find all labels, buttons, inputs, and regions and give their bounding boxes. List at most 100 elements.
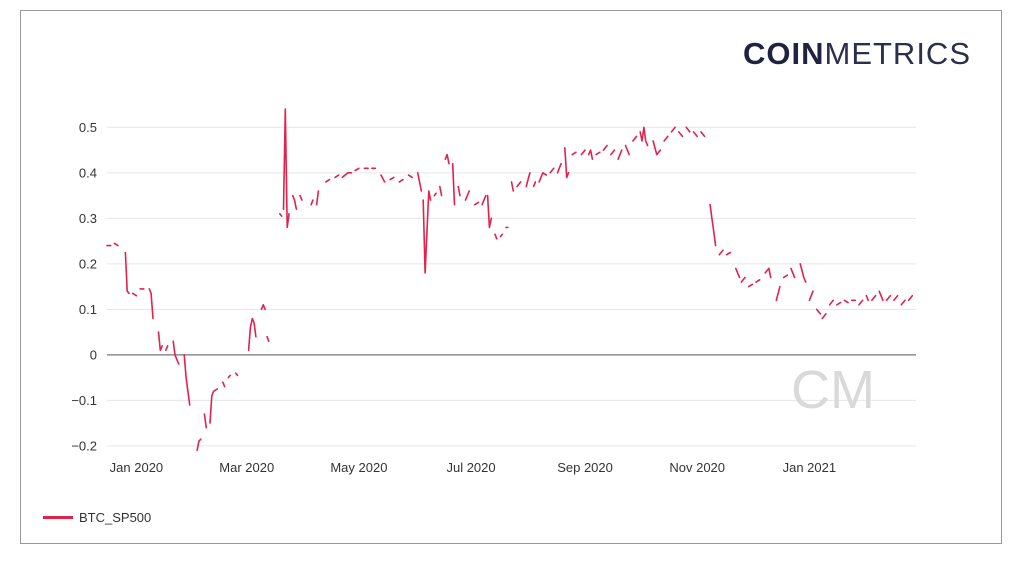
series-line-segment (196, 438, 202, 452)
y-tick-label: 0.1 (79, 302, 97, 317)
series-line-segment (734, 267, 741, 279)
series-line-segment (451, 162, 456, 206)
chart-frame (20, 10, 1002, 544)
series-line-segment (532, 181, 537, 188)
series-line-segment (438, 185, 443, 197)
series-line-segment (299, 194, 303, 201)
series-line-segment (416, 172, 423, 192)
series-line-segment (291, 194, 298, 210)
legend-swatch (43, 516, 73, 519)
series-line-segment (315, 190, 320, 206)
series-line-segment (865, 294, 870, 302)
series-line-segment (398, 178, 404, 183)
y-tick-label: 0.2 (79, 256, 97, 271)
series-line-segment (389, 176, 395, 181)
series-line-segment (595, 151, 601, 156)
x-tick-label: Jul 2020 (446, 460, 495, 475)
legend-label: BTC_SP500 (79, 510, 152, 525)
y-tick-label: 0 (90, 347, 97, 362)
y-tick-label: 0.3 (79, 211, 97, 226)
series-line-segment (165, 344, 169, 352)
series-line-segment (222, 381, 226, 388)
legend: BTC_SP500 (43, 510, 151, 525)
series-line-segment (227, 374, 231, 379)
y-tick-label: 0.5 (79, 120, 97, 135)
series-line-segment (858, 299, 864, 306)
x-tick-label: Sep 2020 (557, 460, 613, 475)
x-tick-label: May 2020 (330, 460, 387, 475)
series-line-segment (900, 299, 906, 306)
series-line-segment (907, 294, 914, 302)
series-line-segment (718, 249, 724, 256)
series-line-segment (782, 274, 789, 279)
series-line-segment (341, 172, 353, 179)
series-line-segment (282, 108, 290, 229)
series-line-segment (113, 242, 119, 247)
y-tick-label: 0.4 (79, 165, 97, 180)
y-axis-tick-labels: −0.2 −0.1 0 0.1 0.2 0.3 0.4 0.5 (71, 120, 97, 454)
series-line-segment (260, 303, 266, 311)
series-line-segment (486, 194, 493, 229)
series-line-segment (422, 190, 432, 274)
series-line-segment (278, 213, 283, 217)
series-line-segment (324, 178, 331, 183)
series-btc-sp500 (106, 108, 914, 452)
series-line-segment (247, 317, 257, 352)
x-tick-label: Jan 2020 (110, 460, 164, 475)
series-line-segment (124, 251, 130, 295)
series-line-segment (663, 135, 669, 142)
series-line-segment (549, 167, 555, 174)
series-line-segment (172, 340, 180, 365)
series-line-segment (609, 149, 616, 156)
series-line-segment (571, 151, 577, 156)
series-line-segment (747, 283, 754, 288)
series-line-segment (380, 174, 386, 183)
series-line-segment (481, 194, 487, 206)
series-line-segment (510, 181, 515, 192)
series-line-segment (790, 267, 796, 279)
x-tick-label: Nov 2020 (669, 460, 725, 475)
series-line-segment (843, 299, 849, 304)
series-line-segment (183, 354, 191, 406)
series-line-segment (617, 149, 623, 160)
series-line-segment (525, 172, 531, 188)
series-line-segment (808, 290, 814, 302)
series-line-segment (157, 331, 163, 352)
series-line-segment (494, 233, 498, 240)
series-line-segment (602, 144, 608, 151)
series-line-segment (700, 131, 706, 138)
series-line-segment (580, 149, 586, 156)
coinmetrics-logo: COINMETRICS (743, 36, 971, 72)
series-line-segment (725, 251, 732, 256)
series-line-segment (828, 299, 835, 306)
series-line-segment (685, 126, 691, 133)
series-line-segment (563, 147, 570, 179)
series-line-segment (516, 181, 522, 188)
logo-bold-text: COIN (743, 36, 825, 71)
series-line-segment (677, 131, 684, 138)
series-line-segment (433, 192, 437, 197)
y-tick-label: −0.1 (71, 393, 97, 408)
series-line-segment (334, 174, 340, 179)
series-line-segment (266, 335, 270, 343)
series-line-segment (407, 174, 414, 179)
series-line-segment (815, 308, 822, 315)
series-line-segment (836, 301, 842, 306)
gridlines (107, 126, 916, 447)
series-line-segment (878, 290, 884, 302)
x-tick-label: Mar 2020 (219, 460, 274, 475)
series-line-segment (209, 388, 219, 424)
series-line-segment (740, 276, 746, 283)
y-tick-label: −0.2 (71, 438, 97, 453)
series-line-segment (871, 294, 877, 302)
series-line-segment (538, 172, 548, 183)
series-line-segment (234, 372, 239, 377)
series-line-segment (464, 190, 471, 201)
series-line-segment (670, 126, 676, 133)
series-line-segment (632, 135, 638, 142)
series-line-segment (203, 413, 208, 429)
x-tick-label: Jan 2021 (783, 460, 837, 475)
series-line-segment (821, 313, 827, 320)
series-line-segment (444, 153, 450, 165)
